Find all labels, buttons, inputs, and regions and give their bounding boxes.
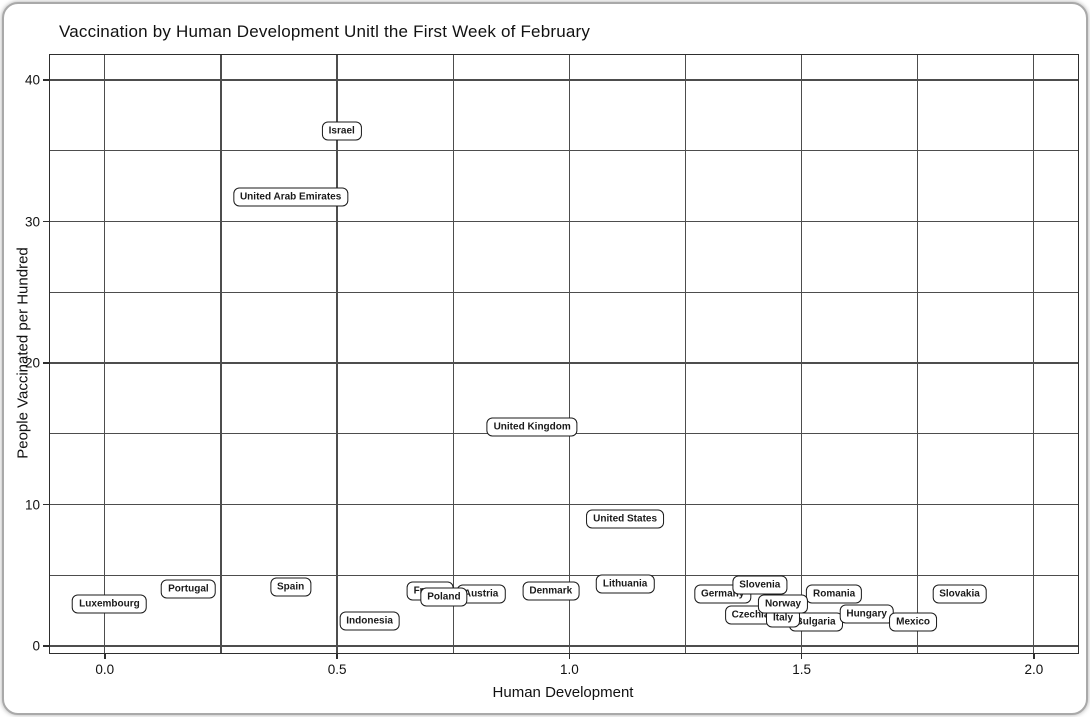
y-tick-label: 10 (24, 497, 40, 513)
y-axis-tick (43, 645, 49, 647)
gridline-horizontal (50, 79, 1078, 81)
x-tick-label: 0.5 (327, 662, 347, 677)
x-axis-tick (800, 653, 803, 659)
y-axis-tick (43, 220, 49, 223)
gridline-vertical (1033, 55, 1035, 653)
country-label-lithuania: Lithuania (595, 574, 655, 594)
gridline-horizontal (50, 503, 1078, 506)
country-label-mexico: Mexico (889, 612, 938, 632)
gridline-vertical (917, 55, 919, 653)
country-label-denmark: Denmark (522, 581, 580, 601)
country-label-indonesia: Indonesia (339, 611, 400, 631)
x-axis-tick (104, 653, 106, 659)
y-axis-tick (43, 362, 49, 364)
country-label-spain: Spain (270, 577, 312, 597)
y-axis-title: People Vaccinated per Hundred (14, 247, 32, 459)
gridline-horizontal (50, 645, 1078, 647)
y-tick-label: 20 (24, 355, 40, 371)
x-axis-title: Human Development (492, 684, 634, 701)
gridline-horizontal (50, 291, 1078, 293)
gridline-vertical (684, 55, 687, 653)
x-axis-tick (336, 653, 338, 659)
y-tick-label: 30 (24, 214, 40, 230)
country-label-united-arab-emirates: United Arab Emirates (232, 187, 349, 207)
plot-panel: 0.0 0.5 1.0 1.5 2.0 0 10 20 30 40 Israel United Ara… (25, 54, 1079, 677)
country-label-hungary: Hungary (839, 604, 894, 624)
gridline-horizontal (50, 362, 1078, 364)
country-label-poland: Poland (420, 587, 468, 607)
gridline-vertical (568, 55, 570, 653)
gridline-vertical (336, 55, 338, 653)
country-label-luxembourg: Luxembourg (72, 594, 147, 614)
x-tick-label: 2.0 (1024, 662, 1044, 677)
x-axis-tick (568, 653, 571, 659)
country-label-united-states: United States (586, 509, 665, 529)
country-label-portugal: Portugal (161, 579, 216, 599)
country-label-israel: Israel (321, 121, 362, 141)
y-axis-tick (43, 503, 49, 506)
x-tick-label: 1.5 (792, 662, 811, 677)
y-axis-tick (43, 79, 49, 81)
gridline-vertical (104, 55, 106, 653)
chart-title: Vaccination by Human Development Unitl t… (59, 22, 591, 41)
gridline-horizontal (50, 574, 1078, 576)
gridline-vertical (801, 55, 803, 653)
x-tick-label: 1.0 (559, 662, 579, 677)
country-label-norway: Norway (757, 594, 809, 614)
country-label-romania: Romania (805, 584, 863, 604)
y-tick-label: 0 (32, 638, 40, 654)
gridline-vertical (220, 55, 222, 653)
country-label-united-kingdom: United Kingdom (486, 417, 578, 437)
gridline-horizontal (50, 150, 1078, 152)
country-label-slovenia: Slovenia (732, 575, 788, 595)
gridline-horizontal (50, 220, 1078, 223)
country-label-slovakia: Slovakia (932, 584, 987, 604)
x-tick-label: 0.0 (95, 662, 115, 677)
gridline-vertical (452, 55, 454, 653)
y-tick-label: 40 (24, 72, 40, 88)
x-axis-tick (1033, 653, 1035, 659)
